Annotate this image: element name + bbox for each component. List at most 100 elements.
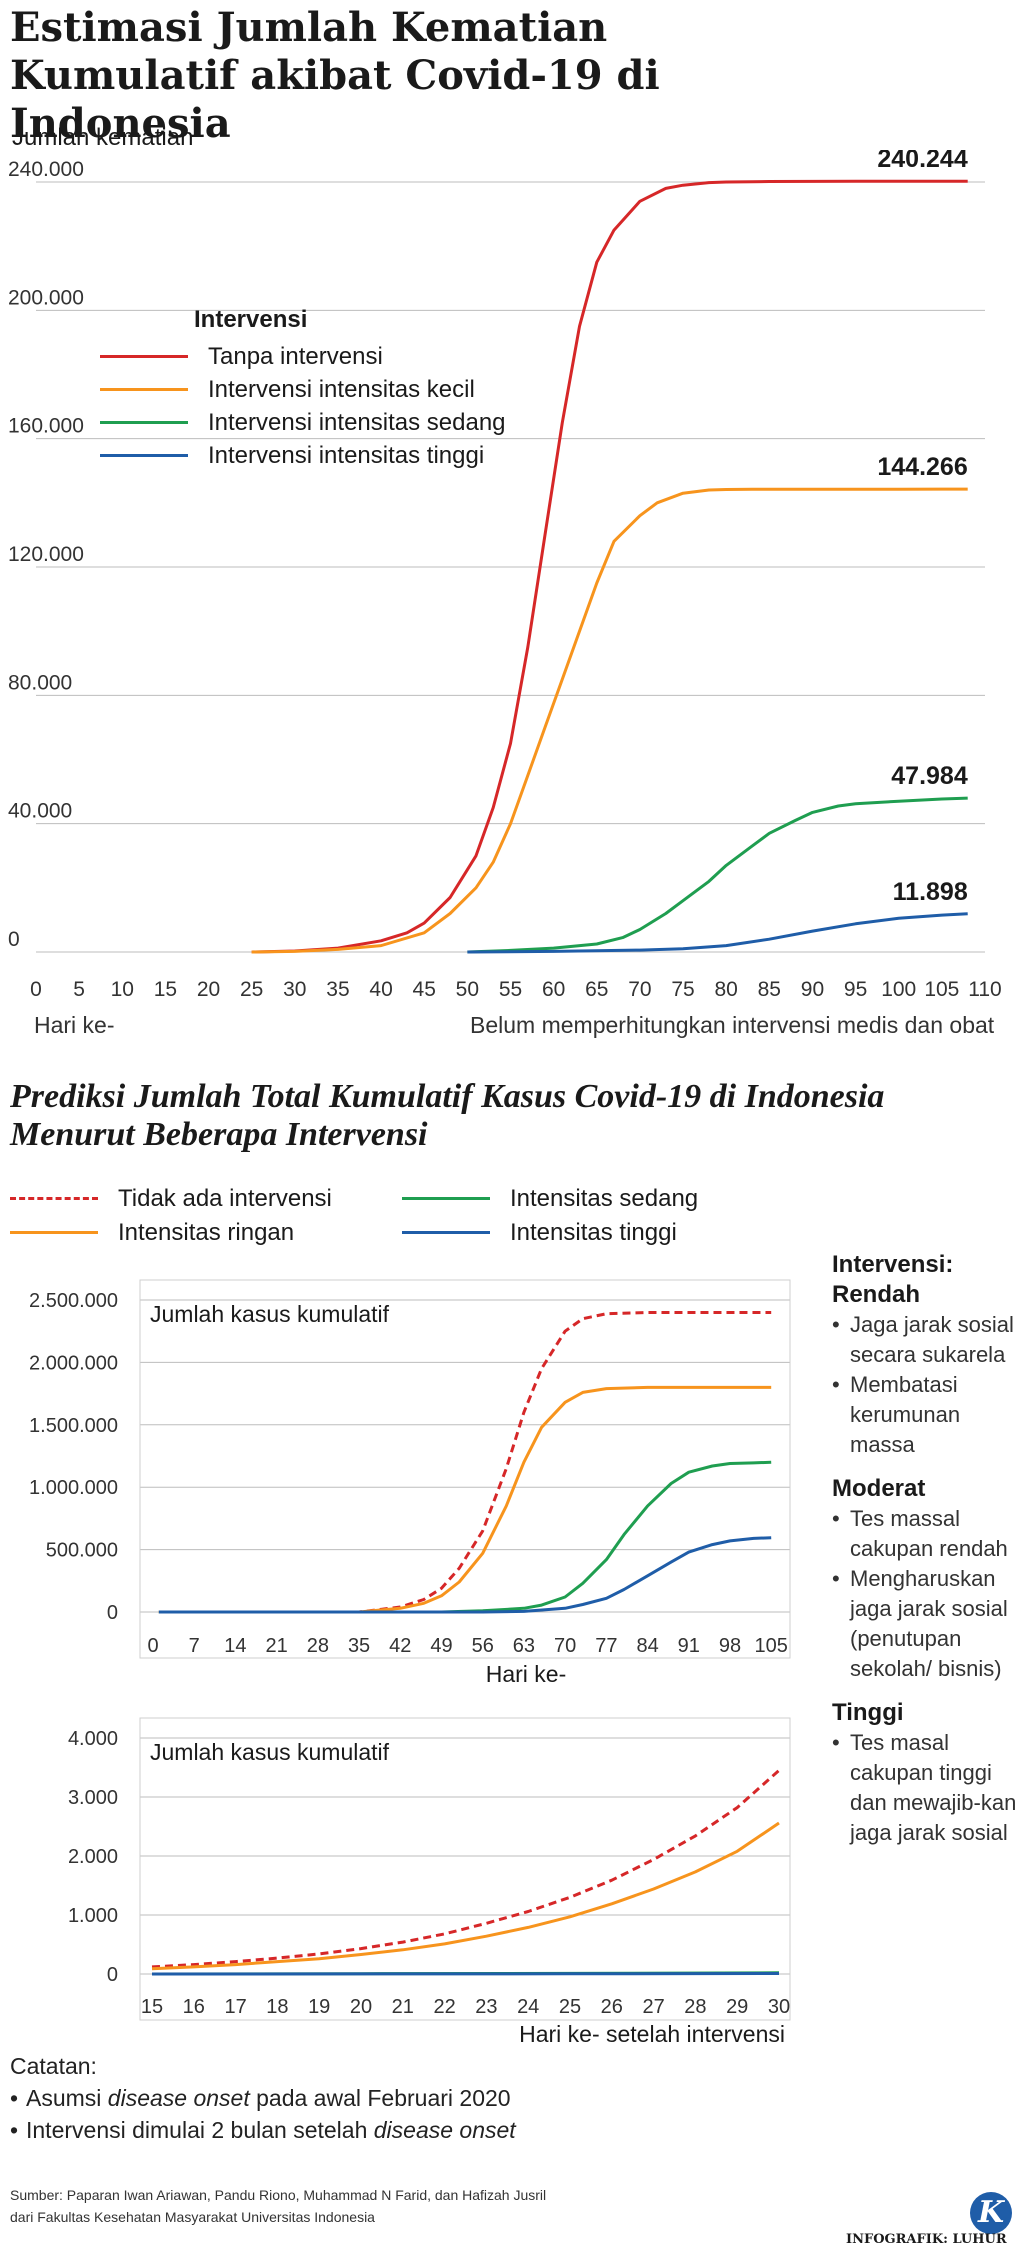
- x-tick-label: 80: [715, 978, 738, 1001]
- series-line: [151, 1769, 780, 1969]
- note-item: Asumsi disease onset pada awal Februari …: [10, 2082, 516, 2114]
- note-emphasis: disease onset: [107, 2085, 250, 2111]
- chart2-plot: 0 500.000 1.000.000 1.500.000 2.000.000 2.500…: [29, 1279, 791, 1687]
- x-tick-label: 18: [266, 1996, 288, 2018]
- note-text: pada awal Februari 2020: [249, 2085, 511, 2111]
- chart1-ylabel: Jumlah kematian: [12, 124, 194, 151]
- legend-item-tinggi: Intervensi intensitas tinggi: [100, 439, 506, 472]
- x-tick-label: 22: [433, 1996, 455, 2018]
- x-axis-label: Hari ke-: [486, 1661, 567, 1687]
- chart1-xlabel: Hari ke-: [34, 1012, 115, 1038]
- y-tick-label: 2.500.000: [29, 1290, 118, 1312]
- x-tick-label: 91: [678, 1635, 700, 1657]
- note-text: Asumsi: [26, 2085, 108, 2111]
- x-tick-label: 21: [266, 1635, 288, 1657]
- note-text: Intervensi dimulai 2 bulan setelah: [26, 2117, 374, 2143]
- legend2-item-ringan: Intensitas ringan: [10, 1216, 294, 1249]
- x-tick-label: 16: [183, 1996, 205, 2018]
- note-item: Intervensi dimulai 2 bulan setelah disea…: [10, 2114, 516, 2146]
- x-tick-label: 5: [73, 978, 85, 1001]
- source-line: dari Fakultas Kesehatan Masyarakat Unive…: [10, 2209, 375, 2225]
- sidebar-header: Intervensi:: [832, 1251, 954, 1278]
- legend-swatch: [10, 1231, 98, 1234]
- x-tick-label: 100: [881, 978, 916, 1001]
- source-line: Sumber: Paparan Iwan Ariawan, Pandu Rion…: [10, 2187, 547, 2203]
- sidebar-list: Tes masal cakupan tinggi dan mewajib-kan…: [832, 1728, 1020, 1848]
- inner-label: Jumlah kasus kumulatif: [150, 1739, 390, 1765]
- x-tick-label: 24: [517, 1996, 539, 2018]
- legend-swatch: [10, 1197, 98, 1200]
- x-tick-label: 40: [369, 978, 392, 1001]
- x-tick-label: 20: [197, 978, 220, 1001]
- x-tick-label: 30: [283, 978, 306, 1001]
- y-tick-label: 500.000: [46, 1540, 118, 1562]
- y-tick-label: 0: [107, 1602, 118, 1624]
- x-tick-label: 7: [189, 1635, 200, 1657]
- note-emphasis: disease onset: [373, 2117, 516, 2143]
- legend-label: Intensitas sedang: [510, 1184, 699, 1212]
- x-tick-label: 0: [30, 978, 42, 1001]
- x-tick-label: 15: [154, 978, 177, 1001]
- chart2-title: Prediksi Jumlah Total Kumulatif Kasus Co…: [10, 1078, 885, 1153]
- y-tick-label: 0: [8, 928, 20, 951]
- y-tick-label: 1.000: [68, 1905, 118, 1927]
- legend-item-kecil: Intervensi intensitas kecil: [100, 373, 506, 406]
- end-value-label: 144.266: [877, 453, 967, 481]
- legend2-item-tinggi: Intensitas tinggi: [402, 1216, 677, 1249]
- series-line: [158, 1536, 772, 1614]
- end-value-label: 240.244: [877, 150, 967, 173]
- end-value-label: 47.984: [891, 762, 968, 790]
- y-tick-label: 1.000.000: [29, 1477, 118, 1499]
- legend-swatch: [402, 1231, 490, 1234]
- x-tick-label: 63: [513, 1635, 535, 1657]
- x-tick-label: 55: [499, 978, 522, 1001]
- chart1-legend: Tanpa intervensi Intervensi intensitas k…: [100, 340, 506, 472]
- source: Sumber: Paparan Iwan Ariawan, Pandu Rion…: [10, 2184, 546, 2228]
- legend-swatch: [100, 421, 188, 424]
- series-line: [158, 1385, 772, 1614]
- x-tick-label: 84: [636, 1635, 658, 1657]
- sidebar-group-title: Tinggi: [832, 1699, 904, 1726]
- x-tick-label: 105: [924, 978, 959, 1001]
- notes: Catatan: Asumsi disease onset pada awal …: [10, 2050, 516, 2146]
- legend-swatch: [100, 454, 188, 457]
- sidebar-list: Tes massal cakupan rendah Mengharuskan j…: [832, 1504, 1020, 1684]
- x-tick-label: 77: [595, 1635, 617, 1657]
- plot-frame: [139, 1717, 791, 2021]
- x-tick-label: 25: [240, 978, 263, 1001]
- x-tick-label: 98: [719, 1635, 741, 1657]
- notes-title: Catatan:: [10, 2053, 97, 2079]
- end-value-label: 11.898: [893, 878, 968, 906]
- sidebar-item: Jaga jarak sosial secara sukarela: [832, 1310, 1020, 1370]
- y-tick-label: 2.000: [68, 1846, 118, 1868]
- y-tick-label: 200.000: [8, 286, 84, 309]
- y-tick-label: 40.000: [8, 800, 72, 823]
- inner-label: Jumlah kasus kumulatif: [150, 1301, 390, 1327]
- infographic-credit: INFOGRAFIK: LUHUR: [846, 2232, 1007, 2247]
- y-tick-label: 2.000.000: [29, 1352, 118, 1374]
- chart1-title: Estimasi Jumlah Kematian Kumulatif akiba…: [10, 4, 660, 147]
- x-tick-label: 95: [844, 978, 867, 1001]
- x-tick-label: 56: [472, 1635, 494, 1657]
- legend2-item-none: Tidak ada intervensi: [10, 1182, 332, 1215]
- x-tick-label: 0: [147, 1635, 158, 1657]
- y-tick-label: 160.000: [8, 415, 84, 438]
- series-line: [251, 179, 968, 954]
- x-tick-label: 26: [601, 1996, 623, 2018]
- y-tick-label: 1.500.000: [29, 1415, 118, 1437]
- x-tick-label: 15: [141, 1996, 163, 2018]
- x-tick-label: 35: [326, 978, 349, 1001]
- x-tick-label: 21: [392, 1996, 414, 2018]
- sidebar-list: Jaga jarak sosial secara sukarela Membat…: [832, 1310, 1020, 1460]
- x-tick-label: 90: [801, 978, 824, 1001]
- y-tick-label: 120.000: [8, 543, 84, 566]
- x-tick-label: 70: [628, 978, 651, 1001]
- x-tick-label: 42: [389, 1635, 411, 1657]
- x-tick-label: 27: [642, 1996, 664, 2018]
- sidebar-item: Tes massal cakupan rendah: [832, 1504, 1020, 1564]
- sidebar-item: Mengharuskan jaga jarak sosial (penutupa…: [832, 1564, 1020, 1684]
- series-line: [467, 912, 968, 954]
- legend-label: Intensitas tinggi: [510, 1218, 677, 1246]
- x-tick-label: 20: [350, 1996, 372, 2018]
- series-line: [158, 1460, 772, 1614]
